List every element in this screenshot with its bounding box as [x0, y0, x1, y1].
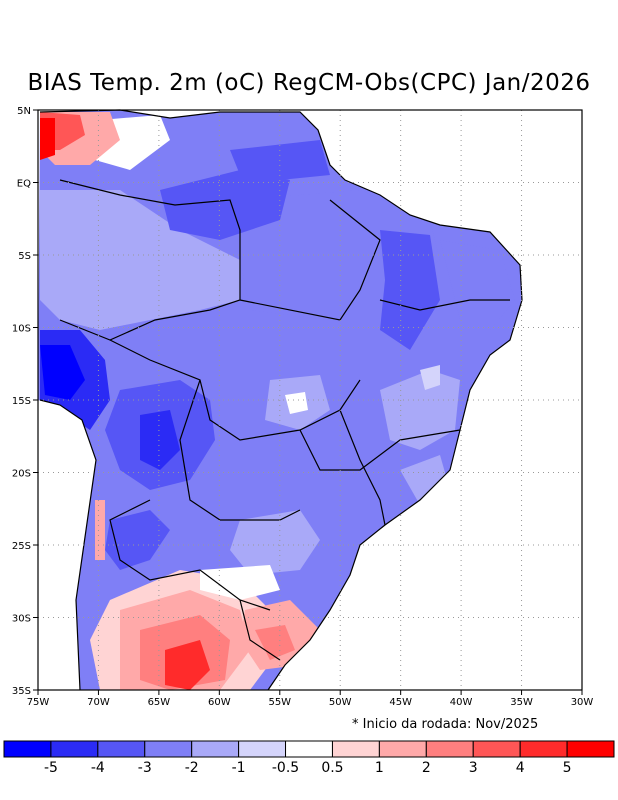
colorbar-label: -3 [138, 760, 152, 776]
colorbar-label: -1 [232, 760, 246, 776]
y-tick-label: EQ [17, 179, 31, 190]
colorbar-label: -5 [44, 760, 58, 776]
y-tick-label: 20S [12, 469, 31, 480]
colorbar-label: 5 [563, 760, 572, 776]
colorbar-label: 3 [469, 760, 478, 776]
x-tick-label: 45W [389, 697, 412, 708]
colorbar-swatch [50, 740, 99, 758]
run-start-note: * Inicio da rodada: Nov/2025 [352, 717, 539, 732]
colorbar: -5 -4 -3 -2 -1 -0.5 0.5 1 2 3 4 5 [3, 740, 615, 776]
colorbar-swatch [191, 740, 240, 758]
y-tick-label: 10S [12, 324, 31, 335]
colorbar-swatch [144, 740, 193, 758]
x-tick-label: 40W [450, 697, 473, 708]
x-axis-ticks: 75W 70W 65W 60W 55W 50W 45W 40W 35W 30W [27, 690, 594, 708]
colorbar-swatch [3, 740, 52, 758]
colorbar-label: -4 [91, 760, 105, 776]
x-tick-label: 55W [268, 697, 291, 708]
colorbar-swatch [97, 740, 146, 758]
colorbar-swatch [331, 740, 380, 758]
colorbar-label: 1 [375, 760, 384, 776]
y-tick-label: 25S [12, 541, 31, 552]
colorbar-swatch [285, 740, 333, 758]
gridlines [38, 110, 582, 690]
colorbar-swatch [519, 740, 568, 758]
y-tick-label: 15S [12, 396, 31, 407]
x-tick-label: 60W [208, 697, 231, 708]
colorbar-swatch [566, 740, 615, 758]
x-tick-label: 30W [571, 697, 594, 708]
x-tick-label: 65W [148, 697, 171, 708]
x-tick-label: 75W [27, 697, 50, 708]
y-tick-label: 30S [12, 614, 31, 625]
colorbar-swatch [472, 740, 521, 758]
colorbar-swatch [425, 740, 474, 758]
x-tick-label: 35W [510, 697, 533, 708]
map-title: BIAS Temp. 2m (oC) RegCM-Obs(CPC) Jan/20… [27, 70, 591, 96]
colorbar-label: -0.5 [272, 760, 299, 776]
colorbar-swatch [378, 740, 427, 758]
colorbar-label: -2 [185, 760, 199, 776]
x-tick-label: 50W [329, 697, 352, 708]
y-tick-label: 35S [12, 686, 31, 697]
y-tick-label: 5S [18, 251, 31, 262]
x-tick-label: 70W [87, 697, 110, 708]
colorbar-label: 2 [422, 760, 431, 776]
y-tick-label: 5N [17, 106, 31, 117]
bias-field [38, 110, 522, 690]
colorbar-swatch [238, 740, 287, 758]
colorbar-label: 4 [516, 760, 525, 776]
colorbar-label: 0.5 [321, 760, 343, 776]
y-axis-ticks: 5N EQ 5S 10S 15S 20S 25S 30S 35S [12, 106, 38, 697]
